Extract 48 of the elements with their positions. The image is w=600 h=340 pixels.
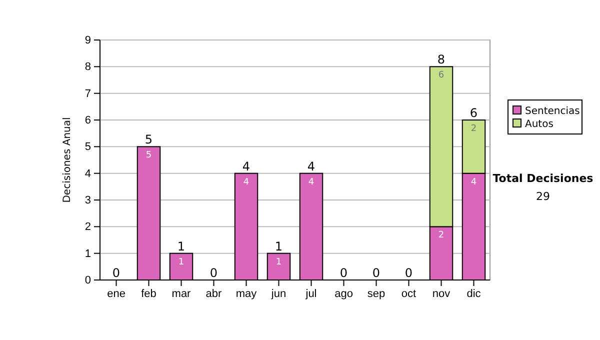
y-tick-label: 4: [84, 168, 91, 180]
text: 29: [536, 190, 550, 203]
total-label: 5: [144, 132, 153, 147]
text: Total Decisiones: [492, 172, 594, 185]
y-tick-label: 9: [84, 34, 91, 47]
legend-label: Sentencias: [525, 106, 580, 117]
y-tick-label: 7: [84, 88, 91, 100]
y-tick-label: 1: [84, 248, 91, 260]
data-label: 5: [146, 150, 152, 161]
data-label: 4: [243, 177, 250, 188]
data-label: 2: [438, 230, 444, 241]
total-label: 4: [242, 159, 250, 174]
x-tick-label: ago: [334, 288, 353, 300]
data-label: 4: [470, 177, 477, 188]
x-tick-label: oct: [401, 288, 416, 300]
total-label: 4: [307, 159, 316, 174]
data-label: 1: [178, 257, 184, 268]
y-tick-label: 0: [84, 274, 91, 287]
y-tick-label: 8: [84, 61, 91, 74]
y-tick-label: 2: [84, 221, 91, 234]
x-tick-label: nov: [432, 288, 451, 300]
total-label: 0: [340, 266, 348, 280]
total-label: 8: [437, 52, 446, 67]
legend-label: Autos: [525, 119, 554, 130]
x-tick-label: sep: [367, 288, 386, 300]
y-tick-label: 6: [84, 114, 91, 127]
x-tick-label: may: [236, 288, 258, 300]
y-tick-label: 5: [84, 141, 91, 154]
x-tick-label: feb: [141, 288, 156, 300]
total-label: 6: [470, 106, 478, 120]
x-tick-label: mar: [172, 288, 192, 300]
x-tick-label: jun: [270, 288, 286, 300]
data-label: 4: [308, 177, 314, 188]
total-label: 0: [112, 266, 120, 280]
data-label: 2: [470, 124, 477, 134]
data-label: 1: [276, 257, 282, 268]
total-label: 0: [372, 266, 380, 280]
data-label: 6: [438, 70, 444, 81]
x-tick-label: ene: [107, 288, 126, 300]
y-axis-title: Decisiones Anual: [62, 117, 73, 203]
total-label: 1: [274, 239, 283, 254]
y-tick-label: 3: [84, 194, 91, 207]
total-label: 0: [404, 266, 413, 280]
x-tick-label: abr: [206, 288, 222, 300]
total-label: 0: [210, 266, 218, 280]
x-tick-label: dic: [466, 288, 482, 300]
x-tick-label: jul: [304, 288, 317, 300]
total-label: 1: [177, 239, 186, 254]
